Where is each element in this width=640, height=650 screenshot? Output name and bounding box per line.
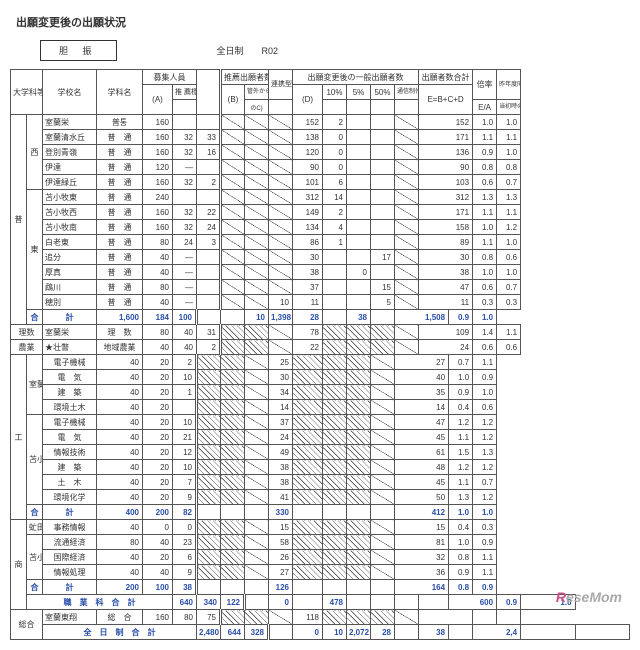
table-row: 理数室蘭栄理 数804031781091.41.1 <box>11 325 630 340</box>
table-row: 室蘭清水丘普 通160323313801711.11.1 <box>11 130 630 145</box>
hdr-D: (D) <box>293 85 323 115</box>
region-tab: 胆 振 <box>40 40 117 61</box>
table-row: 合計200100381261640.80.9 <box>11 580 630 595</box>
table-row: 鵡川普 通80—3715470.60.7 <box>11 280 630 295</box>
table-row: 農業★壮瞥地域農業4040222240.60.6 <box>11 340 630 355</box>
hdr-50: 50% <box>371 85 395 100</box>
hdr-bairitsu: 倍率 <box>473 70 497 100</box>
hdr-5: 5% <box>347 85 371 100</box>
hdr-kubun: 通信制付近の学区域枠 <box>395 85 419 100</box>
table-row: 伊達普 通120—900900.80.8 <box>11 160 630 175</box>
hdr-dept: 学科名 <box>97 70 143 115</box>
table-row: 苫小牧南普 通160322413441581.01.2 <box>11 220 630 235</box>
table-row: 電 気40202124451.11.2 <box>11 430 630 445</box>
table-row: 厚真普 通40—380381.01.0 <box>11 265 630 280</box>
table-row: 登別青嶺普 通160321612001360.91.0 <box>11 145 630 160</box>
hdr-10: 10% <box>323 85 347 100</box>
header-row: 胆 振 全日制 R02 <box>10 40 630 61</box>
table-row: 合計400200823304121.01.0 <box>11 505 630 520</box>
hdr-rengata: 連携型出願者数 <box>269 70 293 100</box>
table-row: 苫小牧総合経済流通経済80402358811.00.9 <box>11 535 630 550</box>
table-row: 土 木4020738451.10.7 <box>11 475 630 490</box>
table-row: 商虻田事務情報400015150.40.3 <box>11 520 630 535</box>
hdr-suisen: 推薦出願者数 <box>221 70 269 85</box>
table-body: 普西室蘭栄普통16015221521.01.0室蘭清水丘普 通160323313… <box>11 115 630 640</box>
table-row: 建 築40201038481.21.2 <box>11 460 630 475</box>
hdr-recruit: 募集人員 <box>143 70 197 85</box>
hdr-vcat: 大学科等 <box>11 70 43 115</box>
logo: ReseMom <box>556 589 622 605</box>
table-row: 工室蘭工業電子機械4020225270.71.1 <box>11 355 630 370</box>
application-table: 大学科等 学校名 学科名 募集人員 推薦出願者数 連携型出願者数 出願変更後の一… <box>10 69 630 640</box>
system-label: 全日制 R02 <box>217 44 279 57</box>
table-row: 白老東普 通80243861891.11.0 <box>11 235 630 250</box>
hdr-E: E=B+C+D <box>419 85 473 115</box>
hdr-school: 学校名 <box>43 70 97 115</box>
hdr-ippan: 出願変更後の一般出願者数 <box>293 70 419 85</box>
hdr-recstd: 推 薦標準枠 <box>173 85 197 100</box>
table-row: 穂別普 通40—10115110.30.3 <box>11 295 630 310</box>
table-row: 建 築4020134350.91.0 <box>11 385 630 400</box>
table-row: 情報処理4040927360.91.1 <box>11 565 630 580</box>
table-row: 追分普 通40—3017300.80.6 <box>11 250 630 265</box>
table-row: 電 気40201030401.00.9 <box>11 370 630 385</box>
table-row: 伊達緑丘普 通16032210161030.60.7 <box>11 175 630 190</box>
table-row: 総合室蘭東翔総 合1608075118 <box>11 610 630 625</box>
table-row: 普西室蘭栄普통16015221521.01.0 <box>11 115 630 130</box>
table-row: 苫小牧工業電子機械40201037471.21.2 <box>11 415 630 430</box>
table-row: 国際経済4020626320.81.1 <box>11 550 630 565</box>
hdr-suisen-out: 管外からの出願 <box>245 85 269 100</box>
table-row: 合計1,600184100101,39828381,5080.91.0 <box>11 310 630 325</box>
table-row: 東苫小牧東普 通240312143121.31.3 <box>11 190 630 205</box>
table-row: 環境化学4020941501.31.2 <box>11 490 630 505</box>
hdr-B: (B) <box>221 85 245 115</box>
table-row: 職 業 科 合 計64034012204786000.91.0 <box>11 595 630 610</box>
hdr-n1: 昨年度同期の倍率 <box>497 70 521 100</box>
table-row: 情報技術40201249611.51.3 <box>11 445 630 460</box>
table-row: 苫小牧西普 通160322214921711.11.1 <box>11 205 630 220</box>
hdr-recA: (A) <box>143 85 173 115</box>
table-row: 環境土木402014140.40.6 <box>11 400 630 415</box>
page-title: 出願変更後の出願状況 <box>16 14 630 30</box>
table-row: 全 日 制 合 計2,4806443280102,07228382,4 <box>11 625 630 640</box>
table-header: 大学科等 学校名 学科名 募集人員 推薦出願者数 連携型出願者数 出願変更後の一… <box>11 70 630 115</box>
hdr-outtotal: 出願者数合計 <box>419 70 473 85</box>
